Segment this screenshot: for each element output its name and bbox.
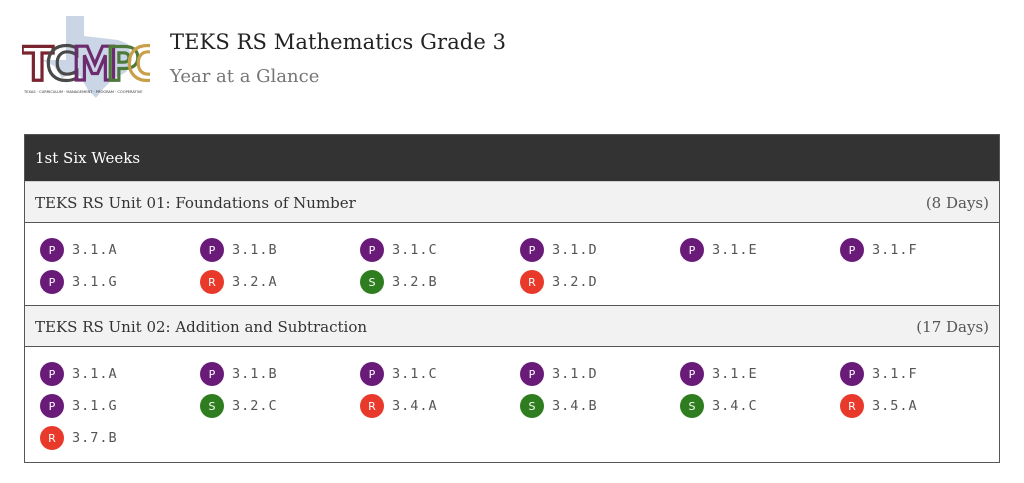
standard-item[interactable]: P 3.1.D bbox=[520, 234, 680, 266]
standard-code[interactable]: 3.1.B bbox=[232, 366, 278, 382]
standard-item[interactable]: S 3.4.B bbox=[520, 390, 680, 422]
standard-type-badge: P bbox=[40, 238, 64, 262]
standard-code[interactable]: 3.2.D bbox=[552, 274, 598, 290]
standard-item[interactable]: P 3.1.F bbox=[840, 234, 1000, 266]
standard-item[interactable]: P 3.1.C bbox=[360, 358, 520, 390]
standard-item[interactable]: P 3.1.C bbox=[360, 234, 520, 266]
standard-type-badge: P bbox=[200, 238, 224, 262]
unit-days: (8 Days) bbox=[925, 194, 989, 212]
page-title: TEKS RS Mathematics Grade 3 bbox=[170, 30, 507, 54]
standard-item[interactable]: P 3.1.E bbox=[680, 234, 840, 266]
tcmpc-logo[interactable]: T C M P C TEXAS · CURRICULUM · MANAGEMEN… bbox=[22, 16, 150, 98]
standard-item[interactable]: P 3.1.B bbox=[200, 358, 360, 390]
logo-letter-p: P bbox=[106, 37, 140, 91]
standard-item[interactable]: R 3.2.A bbox=[200, 266, 360, 298]
standard-code[interactable]: 3.4.A bbox=[392, 398, 438, 414]
standard-item[interactable]: P 3.1.F bbox=[840, 358, 1000, 390]
standard-code[interactable]: 3.1.E bbox=[712, 242, 758, 258]
standard-item[interactable]: P 3.1.A bbox=[40, 358, 200, 390]
year-at-a-glance-panel: 1st Six Weeks TEKS RS Unit 01: Foundatio… bbox=[24, 134, 1000, 463]
standard-type-badge: S bbox=[680, 394, 704, 418]
page-subtitle: Year at a Glance bbox=[170, 66, 320, 87]
logo-letter-m: M bbox=[72, 37, 118, 91]
standard-item[interactable]: P 3.1.G bbox=[40, 266, 200, 298]
standard-code[interactable]: 3.1.B bbox=[232, 242, 278, 258]
standard-code[interactable]: 3.7.B bbox=[72, 430, 118, 446]
standard-item[interactable]: P 3.1.D bbox=[520, 358, 680, 390]
standard-type-badge: P bbox=[360, 238, 384, 262]
unit-header-2[interactable]: TEKS RS Unit 02: Addition and Subtractio… bbox=[25, 305, 999, 347]
standard-code[interactable]: 3.1.G bbox=[72, 398, 118, 414]
standard-item[interactable]: P 3.1.A bbox=[40, 234, 200, 266]
unit-days: (17 Days) bbox=[916, 318, 989, 336]
standard-type-badge: P bbox=[40, 394, 64, 418]
unit-title[interactable]: TEKS RS Unit 02: Addition and Subtractio… bbox=[35, 318, 368, 336]
standard-type-badge: P bbox=[840, 362, 864, 386]
standard-code[interactable]: 3.5.A bbox=[872, 398, 918, 414]
standard-type-badge: P bbox=[840, 238, 864, 262]
standard-type-badge: R bbox=[360, 394, 384, 418]
unit-2-standards: P 3.1.A P 3.1.B P 3.1.C P 3.1.D P 3.1.E P 3.1.F P 3.1… bbox=[25, 347, 999, 462]
standard-code[interactable]: 3.4.C bbox=[712, 398, 758, 414]
standard-item[interactable]: P 3.1.E bbox=[680, 358, 840, 390]
standard-type-badge: S bbox=[200, 394, 224, 418]
logo-letter-t: T bbox=[22, 37, 54, 91]
standard-type-badge: P bbox=[520, 362, 544, 386]
standard-type-badge: P bbox=[360, 362, 384, 386]
standard-code[interactable]: 3.1.F bbox=[872, 366, 918, 382]
standard-code[interactable]: 3.1.G bbox=[72, 274, 118, 290]
standard-code[interactable]: 3.2.C bbox=[232, 398, 278, 414]
tcmpc-logo-graphic: T C M P C TEXAS · CURRICULUM · MANAGEMEN… bbox=[22, 16, 150, 98]
standard-item[interactable]: S 3.4.C bbox=[680, 390, 840, 422]
standard-type-badge: P bbox=[40, 362, 64, 386]
standard-type-badge: R bbox=[520, 270, 544, 294]
standard-item[interactable]: S 3.2.B bbox=[360, 266, 520, 298]
standard-code[interactable]: 3.1.C bbox=[392, 366, 438, 382]
standard-type-badge: R bbox=[40, 426, 64, 450]
standard-type-badge: P bbox=[200, 362, 224, 386]
standard-code[interactable]: 3.2.A bbox=[232, 274, 278, 290]
logo-letter-c: C bbox=[46, 37, 80, 91]
unit-1-standards: P 3.1.A P 3.1.B P 3.1.C P 3.1.D P 3.1.E P 3.1.F P 3.1… bbox=[25, 223, 999, 305]
standard-item[interactable]: R 3.5.A bbox=[840, 390, 1000, 422]
standard-type-badge: P bbox=[680, 238, 704, 262]
standard-code[interactable]: 3.1.F bbox=[872, 242, 918, 258]
standard-type-badge: R bbox=[840, 394, 864, 418]
logo-tagline: TEXAS · CURRICULUM · MANAGEMENT · PROGRA… bbox=[23, 90, 143, 94]
standard-item[interactable]: P 3.1.G bbox=[40, 390, 200, 422]
standard-item[interactable]: R 3.4.A bbox=[360, 390, 520, 422]
standard-item[interactable]: P 3.1.B bbox=[200, 234, 360, 266]
standard-type-badge: R bbox=[200, 270, 224, 294]
unit-header-1[interactable]: TEKS RS Unit 01: Foundations of Number (… bbox=[25, 181, 999, 223]
standard-code[interactable]: 3.1.D bbox=[552, 366, 598, 382]
standard-type-badge: S bbox=[360, 270, 384, 294]
six-weeks-header: 1st Six Weeks bbox=[25, 135, 999, 181]
standard-code[interactable]: 3.1.D bbox=[552, 242, 598, 258]
standard-type-badge: S bbox=[520, 394, 544, 418]
logo-letter-c2: C bbox=[127, 37, 150, 91]
page-header: T C M P C TEXAS · CURRICULUM · MANAGEMEN… bbox=[0, 0, 1024, 120]
standard-code[interactable]: 3.1.C bbox=[392, 242, 438, 258]
standard-item[interactable]: R 3.2.D bbox=[520, 266, 680, 298]
standard-code[interactable]: 3.1.A bbox=[72, 242, 118, 258]
standard-type-badge: P bbox=[680, 362, 704, 386]
standard-item[interactable]: R 3.7.B bbox=[40, 422, 200, 454]
standard-type-badge: P bbox=[520, 238, 544, 262]
standard-item[interactable]: S 3.2.C bbox=[200, 390, 360, 422]
standard-code[interactable]: 3.2.B bbox=[392, 274, 438, 290]
unit-title[interactable]: TEKS RS Unit 01: Foundations of Number bbox=[35, 194, 356, 212]
standard-type-badge: P bbox=[40, 270, 64, 294]
standard-code[interactable]: 3.4.B bbox=[552, 398, 598, 414]
standard-code[interactable]: 3.1.A bbox=[72, 366, 118, 382]
standard-code[interactable]: 3.1.E bbox=[712, 366, 758, 382]
